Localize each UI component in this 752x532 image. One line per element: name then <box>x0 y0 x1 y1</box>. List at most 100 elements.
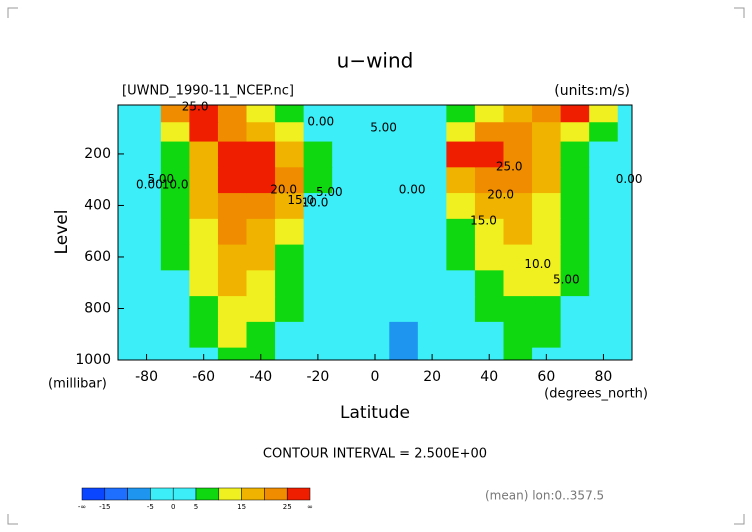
contour-cell <box>589 321 619 348</box>
colorbar-label: -5 <box>147 503 154 511</box>
contour-cell <box>389 141 419 168</box>
contour-cell <box>303 218 333 245</box>
contour-cell <box>560 347 590 361</box>
contour-cell <box>189 105 219 123</box>
x-axis-label: Latitude <box>340 403 410 423</box>
contour-cell <box>275 321 305 348</box>
contour-cell <box>332 192 362 219</box>
contour-cell <box>617 192 633 219</box>
contour-cell <box>589 121 619 142</box>
contour-cell <box>303 192 333 219</box>
contour-cell <box>189 166 219 194</box>
contour-label: 5.00 <box>316 185 343 199</box>
contour-cell <box>389 269 419 297</box>
contour-cell <box>189 121 219 142</box>
x-tick-label: -20 <box>306 369 329 385</box>
contour-cell <box>118 218 133 245</box>
contour-cell <box>360 121 390 142</box>
contour-cell <box>132 192 162 219</box>
contour-cell <box>474 166 504 194</box>
contour-cell <box>118 244 133 271</box>
contour-cell <box>532 295 562 322</box>
contour-cell <box>446 121 476 142</box>
contour-cell <box>446 192 476 219</box>
contour-cell <box>446 141 476 168</box>
colorbar-box <box>150 487 174 501</box>
contour-cell <box>360 244 390 271</box>
contour-cell <box>532 105 562 123</box>
contour-cell <box>275 192 305 219</box>
contour-cell <box>560 244 590 271</box>
contour-cell <box>532 121 562 142</box>
contour-cell <box>389 121 419 142</box>
contour-cell <box>503 244 533 271</box>
contour-cell <box>160 192 190 219</box>
contour-cell <box>303 166 333 194</box>
colorbar-label: 0 <box>171 503 175 511</box>
contour-cell <box>589 192 619 219</box>
contour-cell <box>246 269 276 297</box>
mean-note: (mean) lon:0..357.5 <box>485 489 604 503</box>
contour-cell <box>132 105 162 123</box>
contour-label: 25.0 <box>182 99 209 113</box>
contour-cell <box>389 218 419 245</box>
contour-cell <box>589 105 619 123</box>
contour-cell <box>132 166 162 194</box>
contour-cell <box>474 244 504 271</box>
contour-cell <box>118 321 133 348</box>
contour-cell <box>118 347 133 361</box>
colorbar-box <box>218 487 242 501</box>
contour-label: 5.00 <box>147 172 174 186</box>
contour-cell <box>446 244 476 271</box>
contour-cell <box>589 218 619 245</box>
contour-cell <box>589 347 619 361</box>
contour-cell <box>217 121 247 142</box>
contour-cell <box>617 321 633 348</box>
contour-cell <box>617 141 633 168</box>
x-tick-label: 80 <box>595 369 613 385</box>
colorbar-box <box>127 487 151 501</box>
contour-cell <box>360 105 390 123</box>
contour-cell <box>532 347 562 361</box>
contour-interval: CONTOUR INTERVAL = 2.500E+00 <box>263 447 487 462</box>
colorbar-box <box>172 487 197 501</box>
contour-cell <box>503 347 533 361</box>
contour-cell <box>303 141 333 168</box>
y-tick-label: 400 <box>84 197 111 213</box>
subtitle: [UWND_1990-11_NCEP.nc] <box>122 84 294 99</box>
contour-cell <box>303 295 333 322</box>
contour-cell <box>217 244 247 271</box>
contour-label: 20.0 <box>487 188 514 202</box>
contour-cell <box>617 218 633 245</box>
contour-cell <box>189 347 219 361</box>
contour-cell <box>389 105 419 123</box>
contour-cell <box>474 347 504 361</box>
contour-cell <box>417 141 447 168</box>
contour-cell <box>417 321 447 348</box>
contour-cell <box>118 192 133 219</box>
contour-cell <box>246 121 276 142</box>
contour-label: 0.00 <box>399 183 426 197</box>
contour-cell <box>132 244 162 271</box>
contour-cell <box>303 244 333 271</box>
contour-cell <box>275 141 305 168</box>
x-tick-label: -40 <box>249 369 272 385</box>
y-axis-label: Level <box>52 210 72 255</box>
contour-cell <box>617 244 633 271</box>
contour-cell <box>332 121 362 142</box>
contour-cell <box>303 121 333 142</box>
contour-cell <box>160 121 190 142</box>
contour-cell <box>217 347 247 361</box>
contour-cell <box>589 295 619 322</box>
contour-cell <box>275 166 305 194</box>
contour-cell <box>560 321 590 348</box>
contour-cell <box>560 166 590 194</box>
contour-cell <box>474 192 504 219</box>
contour-cell <box>474 321 504 348</box>
contour-cell <box>275 269 305 297</box>
contour-cell <box>118 166 133 194</box>
contour-cell <box>417 269 447 297</box>
contour-cell <box>332 321 362 348</box>
colorbar: -15 -5 0 5 15 25 -∞ ∞ <box>78 487 313 511</box>
colorbar-box <box>286 487 311 501</box>
